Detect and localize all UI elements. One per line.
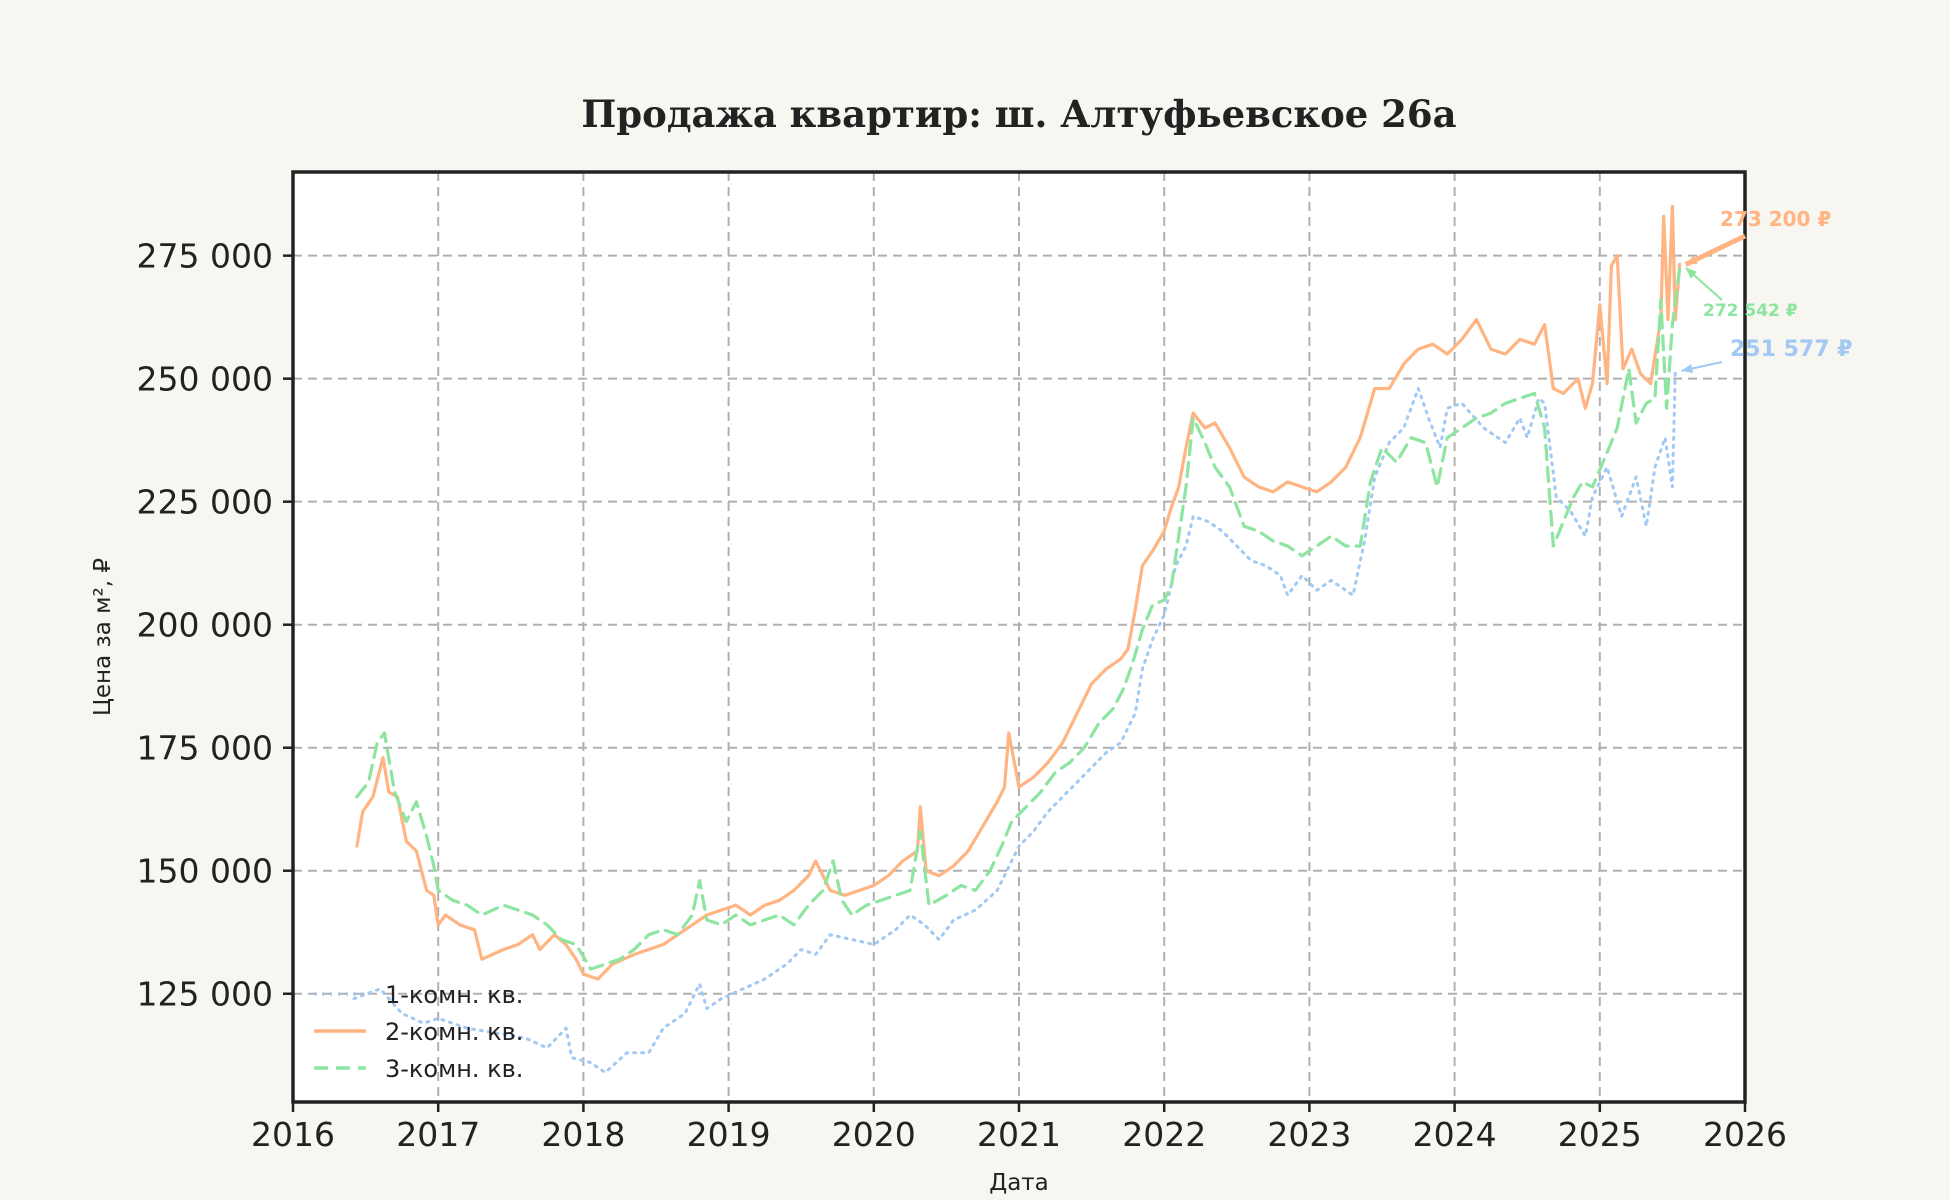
x-tick-label: 2020 (832, 1115, 916, 1154)
y-tick-label: 200 000 (137, 606, 273, 645)
y-tick-label: 225 000 (137, 483, 273, 522)
axis-ticks: 2016 2017 2018 2019 2020 2021 2022 2023 2024 2025… (137, 237, 1787, 1154)
chart-title: Продажа квартир: ш. Алтуфьевское 26а (581, 92, 1456, 136)
x-tick-label: 2023 (1267, 1115, 1351, 1154)
series-line-2 (355, 204, 1682, 981)
y-tick-label: 125 000 (137, 975, 273, 1014)
x-tick-label: 2024 (1413, 1115, 1497, 1154)
annotation-label: 272 542 ₽ (1703, 301, 1798, 321)
legend-label-2: 2-комн. кв. (385, 1018, 523, 1046)
x-tick-label: 2021 (977, 1115, 1061, 1154)
x-tick-label: 2018 (541, 1115, 625, 1154)
annotation-arrowhead (1685, 255, 1698, 265)
annotation-arrowhead (1681, 363, 1694, 374)
series-line-1 (352, 369, 1677, 1074)
legend: 1-комн. кв. 2-комн. кв. 3-комн. кв. (314, 981, 523, 1083)
x-tick-label: 2017 (396, 1115, 480, 1154)
annotations: 273 200 ₽ 272 542 ₽ 251 577 ₽ (1681, 207, 1852, 374)
x-tick-label: 2025 (1558, 1115, 1642, 1154)
y-axis-label: Цена за м², ₽ (90, 558, 116, 716)
annotation-arrowhead (1685, 267, 1698, 279)
x-tick-label: 2026 (1703, 1115, 1787, 1154)
x-tick-label: 2022 (1122, 1115, 1206, 1154)
x-axis-label: Дата (989, 1170, 1049, 1196)
y-tick-label: 150 000 (137, 852, 273, 891)
y-tick-label: 175 000 (137, 729, 273, 768)
x-tick-label: 2019 (687, 1115, 771, 1154)
y-tick-label: 275 000 (137, 237, 273, 276)
annotation-label: 273 200 ₽ (1720, 207, 1831, 231)
legend-label-3: 3-комн. кв. (385, 1055, 523, 1083)
annotation-label: 251 577 ₽ (1730, 337, 1852, 362)
legend-label-1: 1-комн. кв. (385, 981, 523, 1009)
y-tick-label: 250 000 (137, 360, 273, 399)
series-line-3 (355, 266, 1682, 971)
x-tick-label: 2016 (251, 1115, 335, 1154)
series-layer (352, 204, 1682, 1074)
